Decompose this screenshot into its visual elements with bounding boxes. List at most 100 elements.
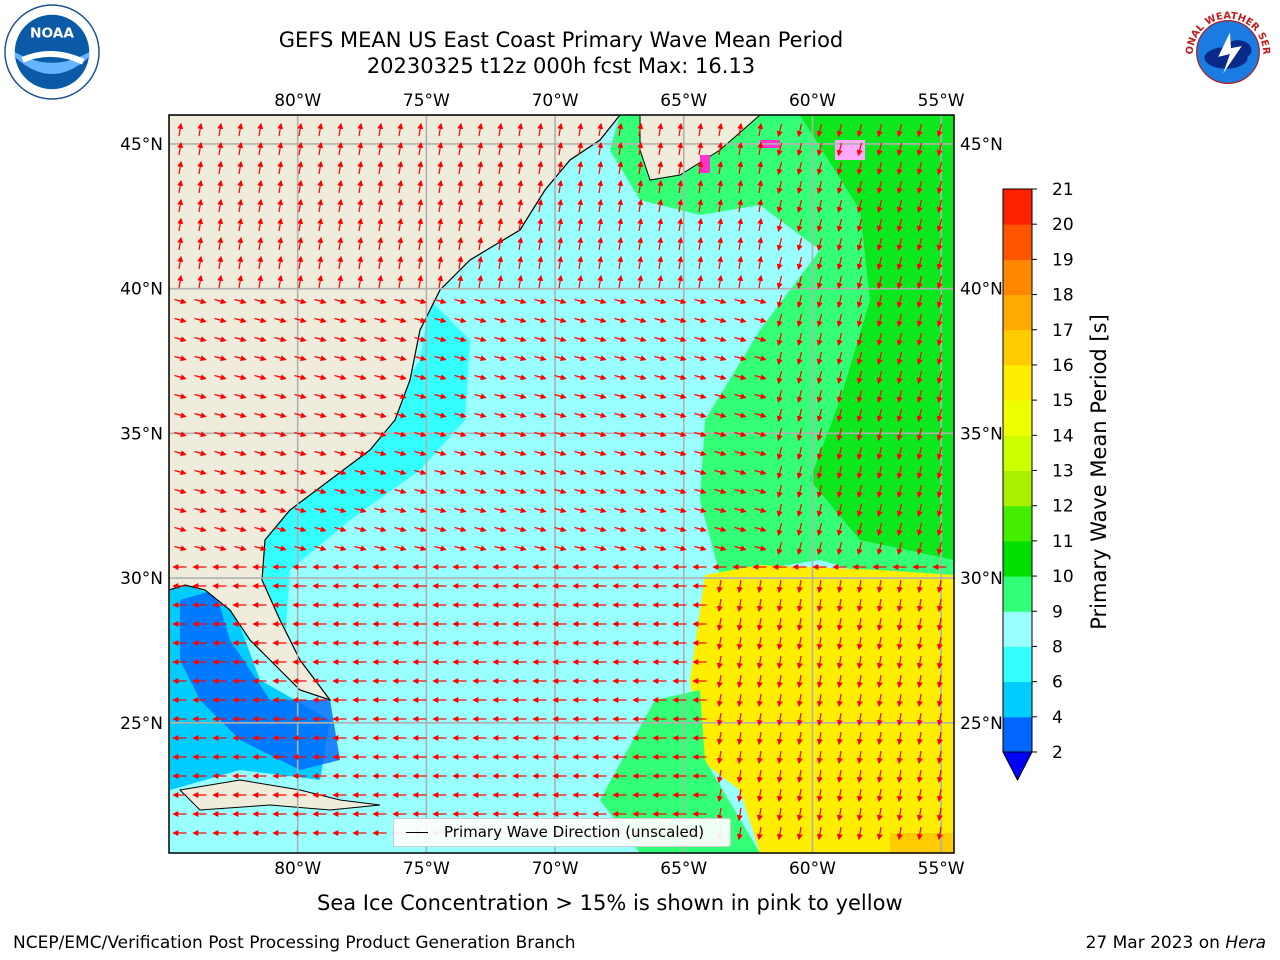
wave-arrow: [654, 374, 667, 381]
wave-arrow: [314, 317, 327, 324]
wave-arrow: [634, 526, 647, 533]
wave-arrow: [414, 393, 427, 400]
wave-arrow: [796, 465, 803, 480]
wave-arrow: [714, 374, 727, 381]
wave-arrow: [876, 123, 883, 138]
wave-arrow: [414, 317, 427, 324]
wave-arrow: [557, 274, 564, 289]
wave-arrow: [836, 408, 843, 423]
wave-arrow: [474, 412, 487, 419]
wave-arrow: [314, 507, 327, 514]
wave-arrow: [394, 393, 407, 400]
wave-arrow: [394, 355, 407, 362]
wave-arrow: [294, 507, 307, 514]
wave-arrow: [457, 160, 464, 175]
wave-arrow: [354, 469, 367, 476]
wave-arrow: [254, 526, 267, 533]
wave-arrow: [577, 122, 584, 137]
wave-arrow: [217, 255, 224, 270]
wave-arrow: [796, 256, 803, 271]
wave-arrow: [816, 123, 823, 138]
wave-arrow: [836, 275, 843, 290]
wave-arrow: [594, 488, 607, 495]
colorbar-tick-label: 16: [1052, 356, 1074, 376]
wave-arrow: [597, 160, 604, 175]
wave-arrow: [494, 469, 507, 476]
wave-arrow: [717, 255, 724, 270]
wave-arrow: [577, 160, 584, 175]
wave-arrow: [257, 274, 264, 289]
wave-arrow: [374, 298, 387, 305]
wave-arrow: [214, 431, 227, 438]
wave-arrow: [474, 488, 487, 495]
wave-arrow: [694, 488, 707, 495]
wave-arrow: [796, 123, 803, 138]
wave-arrow: [816, 427, 823, 442]
wave-arrow: [796, 313, 803, 328]
wave-arrow: [796, 427, 803, 442]
wave-arrow: [714, 507, 727, 514]
wave-arrow: [856, 503, 863, 518]
wave-arrow: [454, 298, 467, 305]
wave-arrow: [397, 274, 404, 289]
wave-arrow: [334, 469, 347, 476]
wave-arrow: [737, 160, 744, 175]
wave-arrow: [714, 336, 727, 343]
wave-arrow: [896, 522, 903, 537]
wave-arrow: [297, 179, 304, 194]
top-lon-label: 60°W: [789, 91, 836, 111]
wave-arrow: [217, 160, 224, 175]
wave-arrow: [334, 412, 347, 419]
right-lat-label: 35°N: [960, 424, 1003, 444]
wave-arrow: [454, 412, 467, 419]
wave-arrow: [936, 275, 943, 290]
wave-arrow: [517, 160, 524, 175]
wave-arrow: [634, 393, 647, 400]
wave-arrow: [354, 507, 367, 514]
wave-arrow: [297, 122, 304, 137]
wave-arrow: [714, 298, 727, 305]
wave-arrow: [197, 141, 204, 156]
wave-arrow: [916, 256, 923, 271]
wave-arrow: [856, 199, 863, 214]
wave-arrow: [916, 313, 923, 328]
wave-arrow: [254, 355, 267, 362]
wave-arrow: [377, 179, 384, 194]
wave-arrow: [936, 370, 943, 385]
wave-arrow: [174, 336, 187, 343]
wave-arrow: [594, 374, 607, 381]
wave-arrow: [617, 179, 624, 194]
wave-arrow: [197, 255, 204, 270]
wave-arrow: [634, 488, 647, 495]
wave-arrow: [674, 317, 687, 324]
wave-arrow: [737, 217, 744, 232]
wave-arrow: [394, 336, 407, 343]
wave-arrow: [916, 218, 923, 233]
bottom-lon-label: 75°W: [403, 859, 450, 879]
colorbar-tick-label: 21: [1052, 180, 1074, 200]
wave-arrow: [317, 198, 324, 213]
wave-arrow: [317, 236, 324, 251]
wave-arrow: [394, 298, 407, 305]
wave-arrow: [554, 469, 567, 476]
wave-arrow: [856, 237, 863, 252]
wave-arrow: [597, 255, 604, 270]
wave-arrow: [437, 274, 444, 289]
wave-arrow: [916, 275, 923, 290]
wave-arrow: [274, 393, 287, 400]
wave-arrow: [517, 179, 524, 194]
wave-arrow: [717, 122, 724, 137]
wave-arrow: [737, 236, 744, 251]
wave-arrow: [237, 122, 244, 137]
footer-credit: NCEP/EMC/Verification Post Processing Pr…: [13, 933, 576, 953]
wave-arrow: [557, 160, 564, 175]
wave-arrow: [856, 351, 863, 366]
noaa-logo: NOAA: [4, 4, 100, 100]
wave-arrow: [437, 217, 444, 232]
wave-arrow: [377, 255, 384, 270]
wave-arrow: [876, 370, 883, 385]
bottom-lon-label: 60°W: [789, 859, 836, 879]
nws-logo: NATIONAL WEATHER SERVICE: [1179, 3, 1276, 100]
wave-arrow: [717, 141, 724, 156]
wave-arrow: [936, 180, 943, 195]
